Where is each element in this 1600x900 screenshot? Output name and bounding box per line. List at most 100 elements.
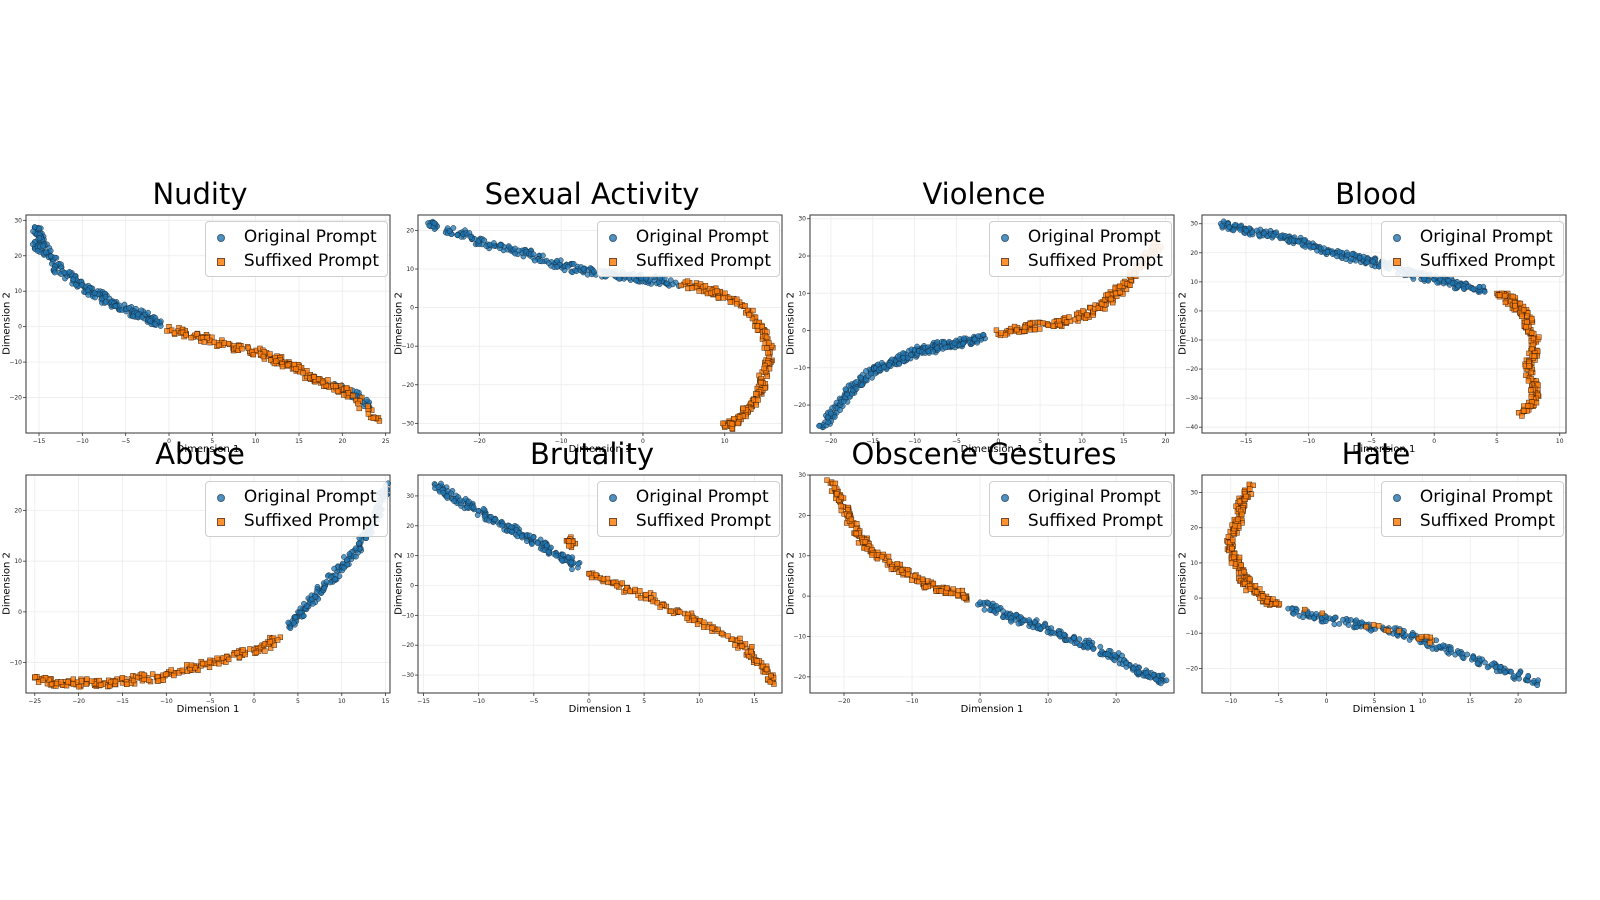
data-point-cloud [719,630,725,637]
data-point-cloud [168,667,174,673]
data-point-cloud [760,663,766,670]
data-point-cloud [1037,625,1044,632]
legend-marker [996,509,1014,533]
data-point-cloud [1066,314,1072,320]
data-point-cloud [1032,326,1038,333]
data-point-cloud [42,674,49,681]
data-point-cloud [853,385,860,392]
data-point-cloud [236,654,243,661]
data-point-cloud [669,281,676,288]
data-point-cloud [179,667,186,673]
axes-frame [809,214,1175,434]
data-point-cloud [70,276,77,283]
data-point-cloud [1530,335,1537,342]
data-point-cloud [1014,326,1020,333]
data-point-cloud [942,344,949,351]
x-tick-label: −15 [116,698,129,705]
x-tick-label: 5 [296,698,300,705]
x-tick-label: 15 [1120,438,1128,445]
data-point-cloud [1359,619,1365,626]
data-point-cloud [1264,598,1270,605]
data-point-cloud [1253,589,1260,595]
data-point-cloud [344,385,350,391]
data-point-cloud [58,679,64,685]
series-suffixed [1224,481,1435,646]
data-point-cloud [242,651,248,658]
data-point-cloud [497,242,504,248]
data-point-cloud [632,586,638,593]
data-point-cloud [312,593,319,600]
data-point-cloud [1153,676,1160,683]
legend-entry: Original Prompt [1388,485,1555,509]
legend-label: Original Prompt [1419,487,1553,507]
data-point-cloud [559,557,565,564]
data-point-cloud [1424,633,1430,640]
data-point-cloud [1270,596,1276,602]
data-point-cloud [1075,315,1082,321]
legend-label: Suffixed Prompt [243,511,379,531]
data-point-cloud [1236,498,1243,505]
series-original [1285,605,1541,689]
x-tick-label: 0 [587,698,591,705]
y-tick-label: 30 [1190,221,1198,228]
y-axis-label: Dimension 2 [785,552,797,615]
square-marker-icon [216,258,225,266]
data-point-cloud [147,318,154,324]
data-point-cloud [1501,669,1508,676]
data-point-cloud [694,621,701,627]
data-point-cloud [1108,296,1114,303]
data-point-cloud [869,552,875,558]
data-point-cloud [831,414,838,420]
data-point-cloud [1496,292,1503,298]
chart-title: Blood [1335,177,1417,211]
legend-label: Original Prompt [1419,227,1553,247]
data-point-cloud [894,561,900,567]
x-tick-label: −15 [33,438,46,445]
chart-title: Abuse [155,437,245,471]
data-point-cloud [446,228,453,234]
data-point-cloud [163,671,169,677]
data-point-cloud [951,340,958,347]
data-point-cloud [1321,245,1327,252]
data-point-cloud [183,332,189,338]
x-tick-label: 0 [996,438,1000,445]
data-point-cloud [188,662,195,668]
data-point-cloud [51,269,58,276]
data-point-cloud [65,679,71,685]
data-point-cloud [199,334,206,341]
legend-label: Original Prompt [635,227,769,247]
data-point-cloud [1396,628,1402,634]
legend-entry: Suffixed Prompt [604,249,771,273]
legend-label: Original Prompt [243,227,377,247]
data-point-cloud [588,574,595,581]
data-point-cloud [1247,576,1253,582]
x-tick-label: −20 [473,438,486,445]
x-tick-label: −10 [555,438,568,445]
chart-title: Violence [922,177,1046,211]
data-point-cloud [1015,620,1022,627]
y-tick-label: 30 [798,216,806,223]
data-point-cloud [684,278,691,284]
data-point-cloud [1476,283,1483,290]
data-point-cloud [89,678,95,684]
data-point-cloud [333,383,339,389]
data-point-cloud [863,368,869,374]
data-point-cloud [1525,378,1532,384]
data-point-cloud [1470,654,1477,661]
axes-frame [1201,474,1567,694]
data-point-cloud [356,540,362,547]
circle-marker-icon [608,234,617,242]
axes-frame [417,474,783,694]
x-tick-label: 5 [1038,438,1042,445]
data-point-cloud [1225,534,1231,540]
data-point-cloud [499,522,506,529]
legend-label: Suffixed Prompt [243,251,379,271]
data-point-cloud [1515,410,1522,416]
data-point-cloud [753,391,759,397]
legend-entry: Suffixed Prompt [604,509,771,533]
data-point-cloud [1482,659,1488,666]
data-point-cloud [537,536,544,543]
data-point-cloud [1334,253,1340,260]
data-point-cloud [1332,614,1338,621]
axes-frame [25,474,391,694]
